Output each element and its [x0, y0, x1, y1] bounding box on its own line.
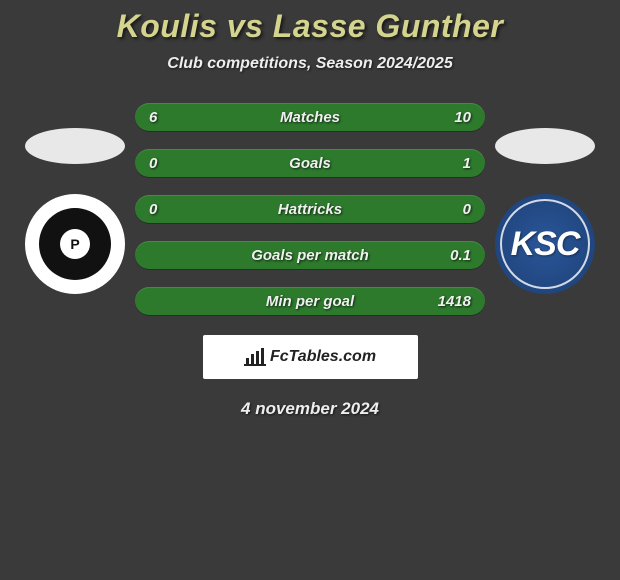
stat-label: Goals — [289, 155, 331, 172]
stat-left-value: 0 — [149, 201, 157, 218]
footer: FcTables.com 4 november 2024 — [0, 335, 620, 419]
stat-right-value: 0 — [463, 201, 471, 218]
subtitle: Club competitions, Season 2024/2025 — [0, 55, 620, 73]
stat-bar-hattricks: 0 Hattricks 0 — [135, 195, 485, 223]
stat-bar-goals-per-match: Goals per match 0.1 — [135, 241, 485, 269]
left-player-column: P — [15, 124, 135, 294]
stats-bars: 6 Matches 10 0 Goals 1 0 Hattricks 0 Goa… — [135, 103, 485, 315]
stat-left-value: 6 — [149, 109, 157, 126]
stat-bar-matches: 6 Matches 10 — [135, 103, 485, 131]
stat-label: Goals per match — [251, 247, 369, 264]
date-text: 4 november 2024 — [241, 399, 379, 419]
stat-label: Hattricks — [278, 201, 342, 218]
comparison-row: P 6 Matches 10 0 Goals 1 0 Hattricks 0 — [0, 103, 620, 315]
stat-bar-min-per-goal: Min per goal 1418 — [135, 287, 485, 315]
stat-right-value: 0.1 — [450, 247, 471, 264]
right-club-badge: KSC — [495, 194, 595, 294]
right-player-face — [495, 128, 595, 164]
left-club-badge: P — [25, 194, 125, 294]
attribution-badge: FcTables.com — [203, 335, 418, 379]
left-club-badge-inner: P — [39, 208, 111, 280]
stat-right-value: 1 — [463, 155, 471, 172]
left-player-face — [25, 128, 125, 164]
page-title: Koulis vs Lasse Gunther — [0, 8, 620, 45]
left-club-letter: P — [60, 229, 90, 259]
stat-label: Min per goal — [266, 293, 354, 310]
stat-left-value: 0 — [149, 155, 157, 172]
right-club-border — [500, 199, 590, 289]
attribution-chart-icon — [244, 348, 266, 366]
stat-right-value: 10 — [454, 109, 471, 126]
attribution-text: FcTables.com — [270, 348, 376, 366]
right-player-column: KSC — [485, 124, 605, 294]
stat-bar-goals: 0 Goals 1 — [135, 149, 485, 177]
stat-label: Matches — [280, 109, 340, 126]
stat-right-value: 1418 — [438, 293, 471, 310]
